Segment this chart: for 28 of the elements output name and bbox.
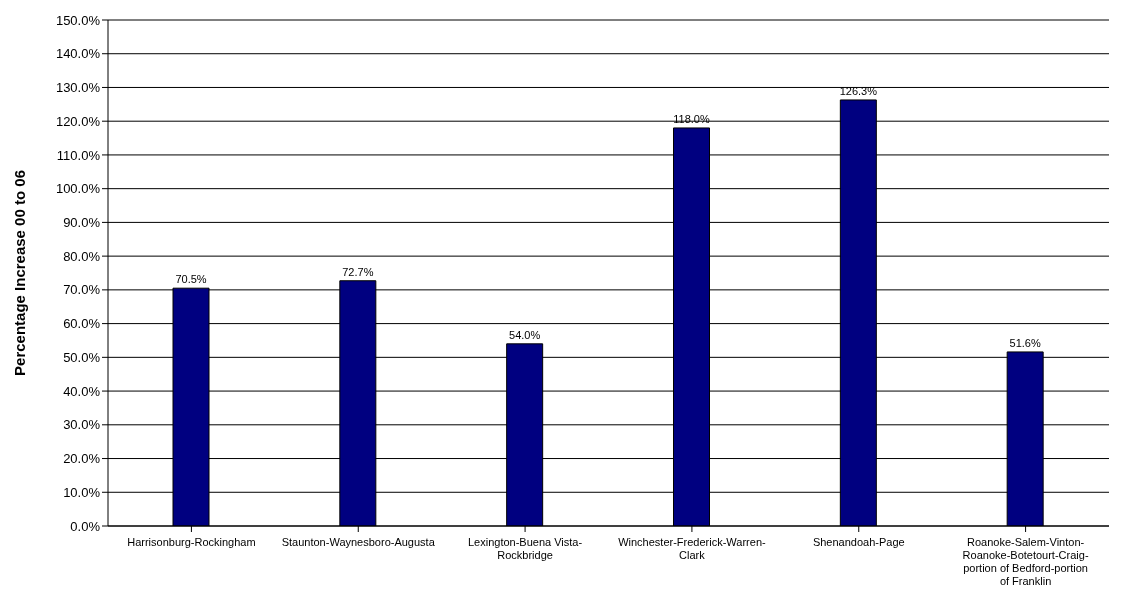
y-tick-label: 50.0% [63,349,101,365]
data-label: 72.7% [342,265,374,278]
y-tick-label: 150.0% [55,12,101,28]
x-tick-label: Winchester-Frederick-Warren-Clark [618,536,766,561]
y-tick-label: 0.0% [70,518,101,534]
y-tick-label: 30.0% [63,417,101,433]
y-tick-label: 80.0% [63,248,101,264]
data-label: 126.3% [839,84,878,97]
y-tick-label: 120.0% [55,113,101,129]
y-tick-label: 60.0% [63,316,101,332]
x-tick-label: Staunton-Waynesboro-Augusta [281,536,436,548]
y-tick-label: 140.0% [55,46,101,62]
y-tick-label: 110.0% [56,147,101,163]
y-tick-label: 20.0% [63,451,101,467]
y-tick-label: 10.0% [63,484,101,500]
y-tick-label: 90.0% [63,215,101,231]
y-tick-label: 100.0% [55,181,101,197]
y-tick-label: 130.0% [55,80,101,96]
data-label: 51.6% [1009,336,1041,349]
data-label: 70.5% [175,273,207,286]
y-tick-label: 40.0% [63,383,101,399]
x-tick-label: Harrisonburg-Rockingham [127,536,256,548]
data-label: 54.0% [509,328,541,341]
y-axis-title: Percentage Increase 00 to 06 [11,170,29,376]
x-tick-label: Roanoke-Salem-Vinton-Roanoke-Botetourt-Craig-portion of Bedford-portion of Franklin [962,536,1089,587]
y-tick-label: 70.0% [63,282,101,298]
x-tick-label: Shenandoah-Page [812,536,905,548]
x-tick-label: Lexington-Buena Vista-Rockbridge [468,536,583,561]
